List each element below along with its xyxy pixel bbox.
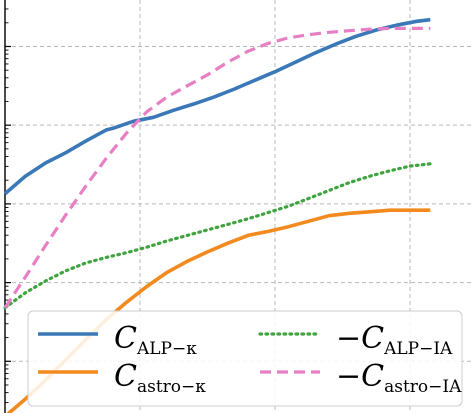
legend-box: [27, 310, 463, 407]
legend-label-1: CALP−κ: [114, 321, 197, 359]
legend-label-3: −CALP−IA: [336, 321, 453, 359]
legend-label-2: Castro−κ: [114, 359, 206, 397]
series-line-4: [3, 26, 431, 309]
axes: [4, 0, 11, 413]
legend-label-4: −Castro−IA: [336, 359, 462, 397]
series-line-1: [3, 17, 431, 196]
series-line-3: [3, 162, 432, 310]
